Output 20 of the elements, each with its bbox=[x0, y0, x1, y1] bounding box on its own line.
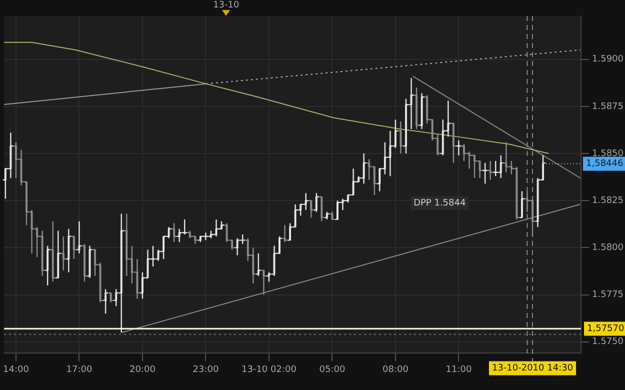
y-tick-label: 1.5875 bbox=[592, 102, 624, 112]
annotation: 1,58446 bbox=[586, 159, 624, 170]
x-tick-label: 17:00 bbox=[66, 364, 92, 375]
x-tick-label: 11:00 bbox=[446, 364, 472, 375]
x-tick-label: 23:00 bbox=[192, 364, 219, 375]
text: 13-10 bbox=[213, 0, 240, 10]
x-tick-label: 13-10 02:00 bbox=[241, 364, 297, 375]
y-tick-label: 1.5850 bbox=[592, 148, 624, 159]
y-tick-label: 1.5800 bbox=[592, 243, 624, 254]
y-tick-label: 1.5775 bbox=[592, 290, 624, 300]
x-tick-label: 05:00 bbox=[319, 364, 346, 375]
y-tick-label: 1.5900 bbox=[592, 54, 624, 65]
x-tick-label: 20:00 bbox=[130, 364, 156, 375]
ref-line-label: 1,57570 bbox=[587, 324, 624, 334]
annotation: DPP 1.5844 bbox=[414, 198, 466, 208]
x-tick-label: 08:00 bbox=[382, 364, 409, 375]
y-tick-label: 1.5750 bbox=[592, 337, 624, 348]
x-tick-label: 14:00 bbox=[3, 364, 30, 375]
y-tick-label: 1.5825 bbox=[592, 196, 624, 206]
ref-line-label: 13-10-2010 14:30 bbox=[492, 364, 574, 374]
